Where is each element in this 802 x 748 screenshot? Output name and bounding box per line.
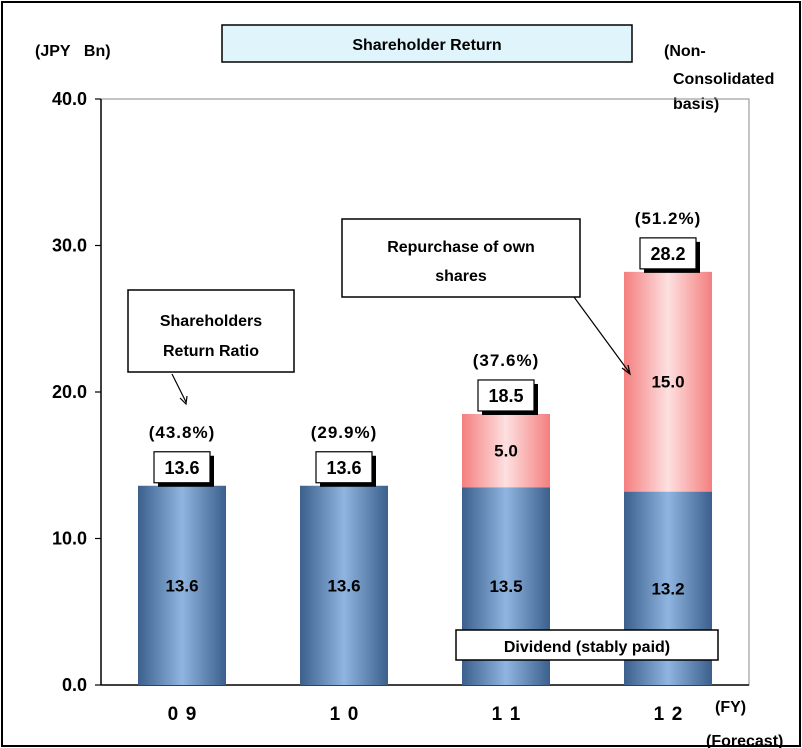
- data-label-dividend: 13.5: [489, 577, 522, 596]
- repurchase-callout-arrowhead: [621, 364, 631, 376]
- repurchase-callout-line2: shares: [435, 268, 487, 285]
- data-label-repurchase: 15.0: [651, 373, 684, 392]
- dividend-label-box: [455, 629, 719, 661]
- bar-repurchase: [462, 413, 550, 488]
- data-label-dividend: 13.2: [651, 579, 684, 598]
- ratio-label: (29.9%): [311, 423, 378, 442]
- fy-label: (FY): [715, 699, 746, 716]
- title-box: [221, 24, 633, 63]
- y-unit-label: (JPY Bn): [35, 43, 111, 60]
- basis-label-line2: Consolidated: [673, 71, 774, 88]
- x-tick-label: 0 9: [168, 704, 197, 725]
- basis-label-line1: (Non-: [664, 43, 706, 60]
- chart-title: Shareholder Return: [352, 37, 501, 54]
- ratio-callout-line1: Shareholders: [160, 313, 262, 330]
- forecast-label: (Forecast): [706, 733, 783, 748]
- total-label: 13.6: [164, 458, 199, 478]
- bar-dividend: [138, 485, 226, 685]
- data-label-dividend: 13.6: [165, 576, 198, 595]
- dividend-label: Dividend (stably paid): [504, 639, 670, 656]
- basis-label-line3: basis): [673, 96, 719, 113]
- data-label-dividend: 13.6: [327, 576, 360, 595]
- y-tick-label: 10.0: [52, 529, 87, 549]
- ratio-label: (43.8%): [149, 423, 216, 442]
- total-box: [153, 451, 211, 484]
- x-tick-label: 1 1: [492, 704, 521, 725]
- x-tick-label: 1 2: [654, 704, 683, 725]
- repurchase-callout-arrow: [573, 296, 630, 373]
- bar-dividend: [300, 485, 388, 685]
- x-tick-label: 1 0: [330, 704, 359, 725]
- data-label-repurchase: 5.0: [494, 442, 518, 461]
- total-label: 28.2: [650, 244, 685, 264]
- ratio-callout-arrow: [171, 373, 187, 403]
- y-tick-label: 30.0: [52, 236, 87, 256]
- total-box: [315, 451, 373, 484]
- ratio-label: (51.2%): [635, 209, 702, 228]
- ratio-callout-box: [127, 289, 295, 373]
- total-label: 13.6: [326, 458, 361, 478]
- bar-labels-group: 13.6 13.6 (43.8%) 13.6 13.6 (29.9%) 13.5 5.0 18.…: [149, 209, 702, 598]
- total-label: 18.5: [488, 386, 523, 406]
- bar-repurchase: [624, 271, 712, 492]
- ratio-label: (37.6%): [473, 351, 540, 370]
- total-box: [477, 379, 535, 412]
- y-tick-label: 40.0: [52, 89, 87, 109]
- ratio-callout-arrowhead: [179, 395, 188, 406]
- y-tick-label: 20.0: [52, 382, 87, 402]
- bars-group: [138, 271, 712, 685]
- y-tick-label: 0.0: [62, 675, 87, 695]
- repurchase-callout-box: [341, 218, 581, 298]
- repurchase-callout-line1: Repurchase of own: [387, 239, 535, 256]
- total-box: [639, 237, 697, 270]
- ratio-callout-line2: Return Ratio: [163, 343, 259, 360]
